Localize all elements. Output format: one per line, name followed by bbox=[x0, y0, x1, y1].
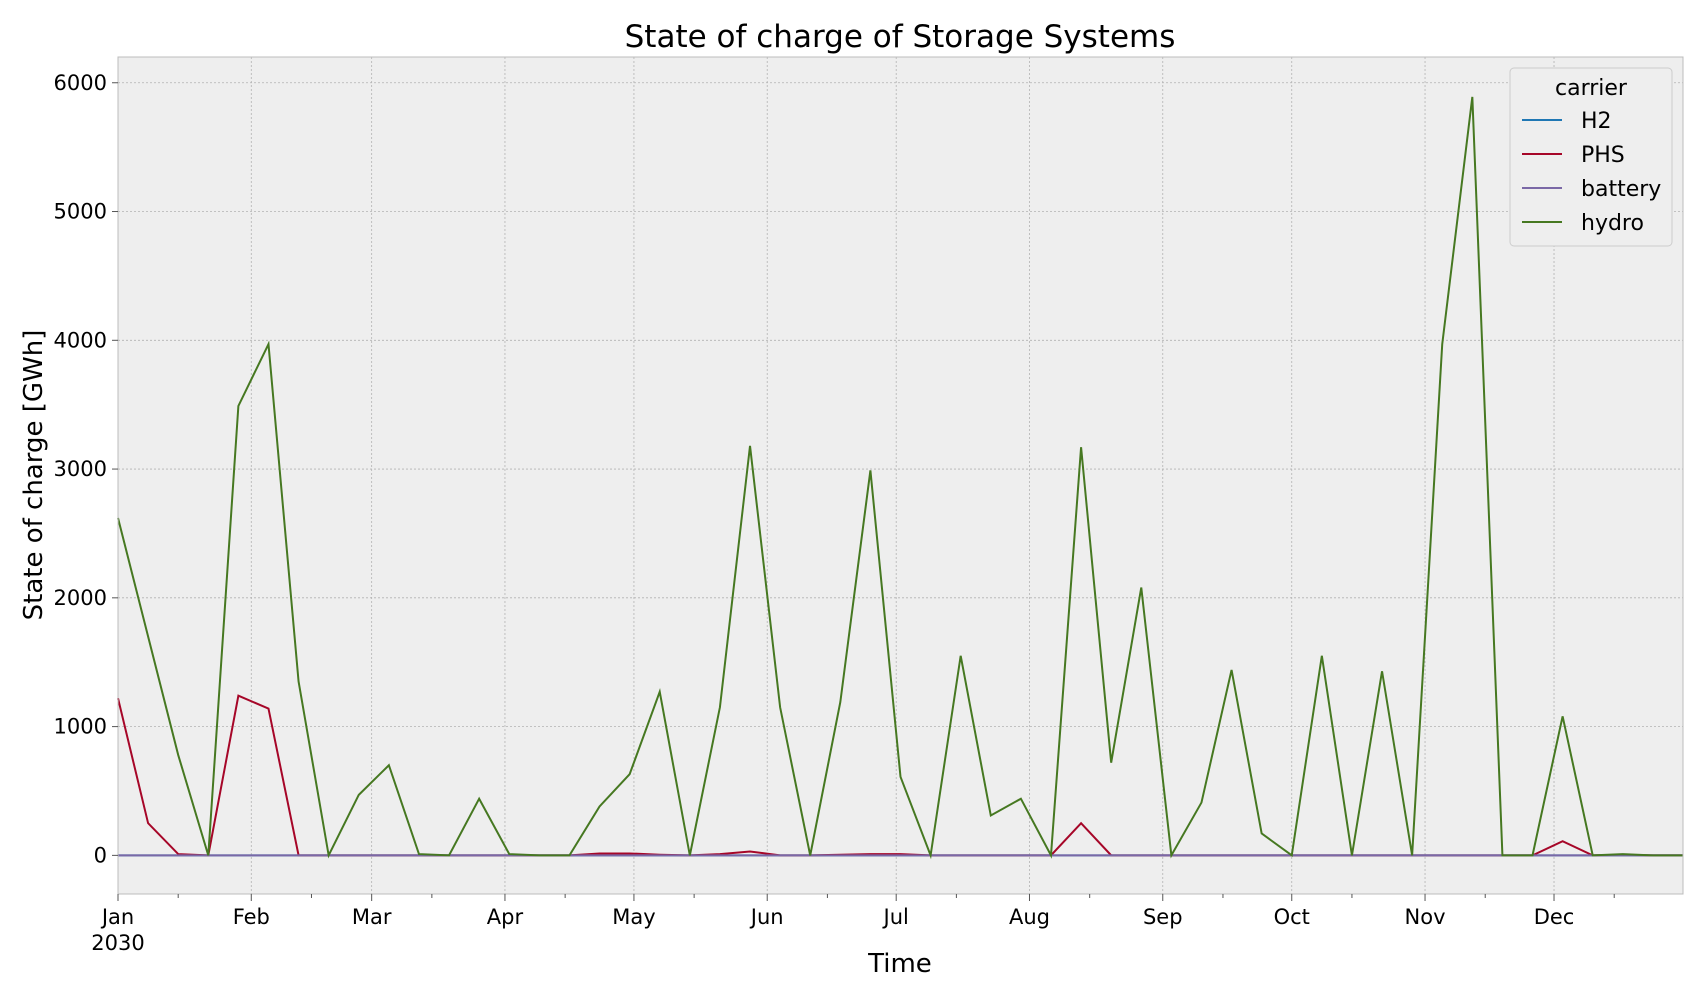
x-tick-label: Apr bbox=[487, 905, 524, 929]
y-tick-label: 4000 bbox=[54, 328, 107, 352]
legend-box bbox=[1509, 67, 1673, 247]
series-layer bbox=[117, 96, 1683, 860]
y-axis-label: State of charge [GWh] bbox=[19, 330, 49, 621]
legend-label-hydro: hydro bbox=[1581, 211, 1644, 236]
x-tick-label: Jul bbox=[882, 905, 909, 929]
series-line-hydro bbox=[117, 96, 1683, 860]
x-tick-label: Mar bbox=[352, 905, 392, 929]
x-tick-label: May bbox=[612, 905, 655, 929]
legend-label-battery: battery bbox=[1581, 177, 1661, 202]
x-tick-label: Sep bbox=[1143, 905, 1183, 929]
x-axis-label: Time bbox=[867, 949, 932, 979]
x-tick-label: Jun bbox=[749, 905, 784, 929]
x-tick-label: Dec bbox=[1534, 905, 1575, 929]
legend-label-phs: PHS bbox=[1581, 143, 1625, 168]
y-tick-label: 1000 bbox=[54, 715, 107, 739]
legend-title: carrier bbox=[1555, 76, 1628, 101]
plot-background bbox=[118, 57, 1683, 894]
x-tick-label: Feb bbox=[233, 905, 270, 929]
plot-frame bbox=[117, 56, 1684, 895]
x-tick-label: Oct bbox=[1274, 905, 1310, 929]
legend-items: H2 PHS battery hydro bbox=[1522, 109, 1661, 236]
x-tick-label: Jan bbox=[100, 905, 134, 929]
legend: carrier H2 PHS battery hydro bbox=[1509, 67, 1673, 247]
x-tick-sublabel: 2030 bbox=[91, 931, 144, 955]
y-tick-label: 3000 bbox=[54, 457, 107, 481]
chart-title: State of charge of Storage Systems bbox=[625, 19, 1176, 55]
x-tick-label: Aug bbox=[1009, 905, 1050, 929]
x-tick-label: Nov bbox=[1405, 905, 1446, 929]
y-tick-label: 0 bbox=[94, 843, 107, 867]
y-tick-label: 2000 bbox=[54, 586, 107, 610]
y-tick-label: 5000 bbox=[54, 200, 107, 224]
legend-label-h2: H2 bbox=[1581, 109, 1612, 134]
y-tick-label: 6000 bbox=[54, 71, 107, 95]
